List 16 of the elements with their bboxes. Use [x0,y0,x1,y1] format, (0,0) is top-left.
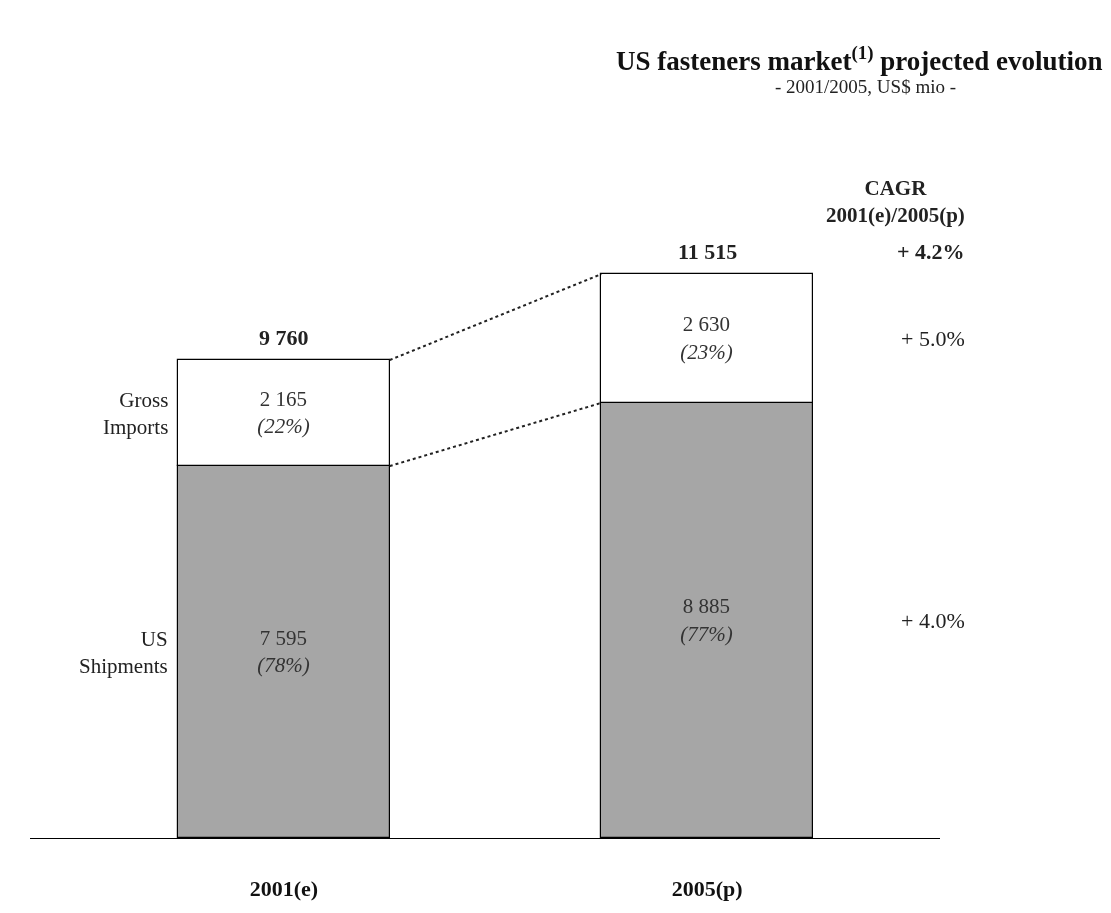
data-label: 8 885 (77%) [680,594,733,646]
series-label: US Shipments [79,627,168,679]
data-label: 2 630 (23%) [680,312,733,364]
series-label: Gross Imports [103,388,169,440]
total-label: 11 515 [678,239,738,264]
text: CAGR 2001(e)/2005(p) [826,176,965,228]
data-label: 7 595 (78%) [257,625,310,678]
x-tick-label: 2001(e) [249,875,319,901]
data-label: 2 165 (22%) [257,386,310,439]
total-label: 9 760 [259,325,309,350]
x-tick-label: 2005(p) [671,875,743,901]
annotation: + 4.0% [901,608,965,633]
text: + 4.2% [897,239,965,264]
annotation: + 5.0% [901,326,965,351]
chart-title: US fasteners market$^{(1)}$ projected evolution [616,42,1103,77]
chart-subtitle: - 2001/2005, US$ mio - [775,76,957,97]
